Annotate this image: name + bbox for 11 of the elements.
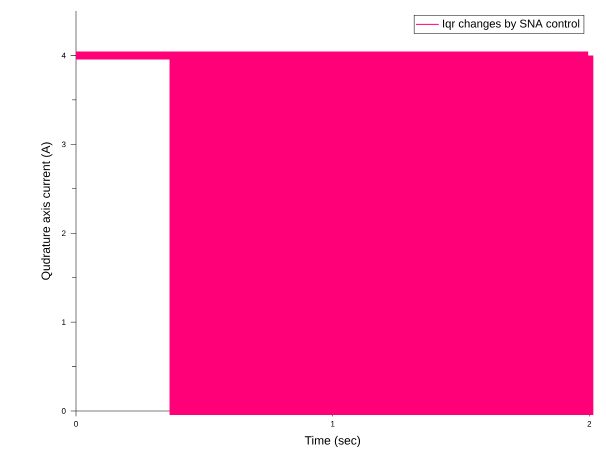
x-axis-title: Time (sec) — [304, 436, 360, 448]
y-axis-title: Qudrature axis current (A) — [41, 142, 52, 280]
x-tick-label: 2 — [588, 421, 592, 427]
y-tick-label: 0 — [62, 408, 66, 414]
y-tick-label: 3 — [62, 142, 66, 148]
y-tick-label: 1 — [62, 319, 66, 325]
legend-label: Iqr changes by SNA control — [443, 19, 580, 30]
y-tick-label: 4 — [62, 52, 66, 58]
y-tick-label: 2 — [62, 230, 66, 236]
x-tick-label: 1 — [331, 421, 335, 427]
x-tick-label: 0 — [74, 421, 78, 427]
